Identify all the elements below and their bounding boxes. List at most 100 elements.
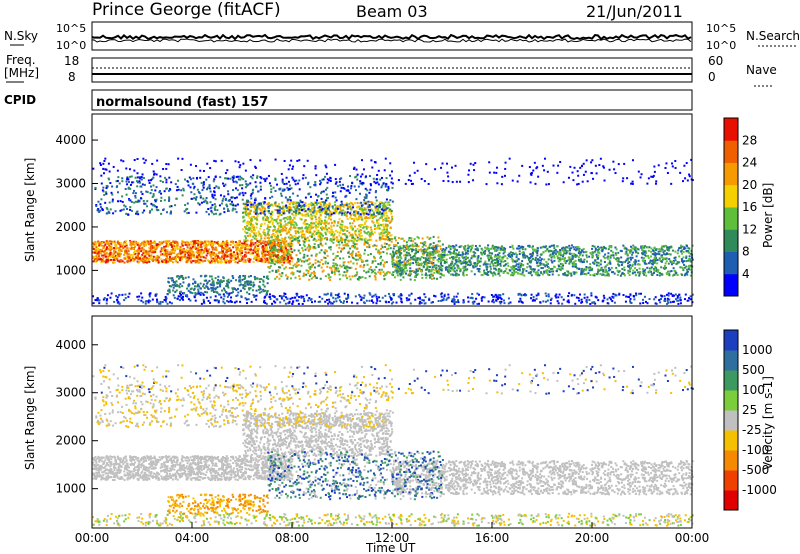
power-cell xyxy=(253,250,256,253)
power-cell xyxy=(445,246,448,249)
power-cell xyxy=(137,249,140,252)
power-cell xyxy=(146,250,149,253)
power-cell xyxy=(249,182,252,185)
power-cell xyxy=(452,245,455,248)
power-cell xyxy=(543,271,546,274)
power-cell xyxy=(170,249,173,252)
power-cell xyxy=(629,250,632,253)
power-cell xyxy=(313,234,316,237)
power-cell xyxy=(234,187,237,190)
power-cell xyxy=(199,195,202,198)
power-cell xyxy=(661,245,664,248)
power-cell xyxy=(288,250,291,253)
power-cell xyxy=(563,247,566,250)
power-cell xyxy=(305,225,308,228)
power-cell xyxy=(303,223,306,226)
power-cell xyxy=(463,256,466,259)
power-cell xyxy=(323,228,326,231)
power-cell xyxy=(147,243,150,246)
power-cell xyxy=(334,191,337,194)
power-cell xyxy=(165,259,168,262)
power-cell xyxy=(642,252,645,255)
power-cell xyxy=(536,247,539,250)
power-cell xyxy=(182,241,185,244)
power-cell xyxy=(385,198,388,201)
power-cell xyxy=(578,259,581,262)
power-cell xyxy=(191,240,194,243)
power-cell xyxy=(168,240,171,243)
power-cell xyxy=(501,246,504,249)
power-cell xyxy=(531,257,534,260)
power-cell xyxy=(626,259,629,262)
power-cell xyxy=(250,215,253,218)
power-cell xyxy=(106,258,109,261)
power-cell xyxy=(446,253,449,256)
power-cell xyxy=(209,253,212,256)
power-cell xyxy=(100,248,103,251)
power-cell xyxy=(558,250,561,253)
power-cell xyxy=(685,256,688,259)
power-cell xyxy=(604,271,607,274)
power-cell xyxy=(232,175,235,178)
power-cell xyxy=(664,253,667,256)
power-cell xyxy=(149,192,152,195)
power-cell xyxy=(184,243,187,246)
power-cell xyxy=(107,210,110,213)
power-cell xyxy=(192,256,195,259)
power-cell xyxy=(374,196,377,199)
power-cell xyxy=(380,208,383,211)
power-cell xyxy=(174,204,177,207)
power-cell xyxy=(244,192,247,195)
power-cell xyxy=(536,271,539,274)
power-cell xyxy=(176,255,179,258)
power-cell xyxy=(242,257,245,260)
power-cell xyxy=(189,246,192,249)
power-cell xyxy=(289,217,292,220)
power-cell xyxy=(640,246,643,249)
power-cell xyxy=(684,247,687,250)
power-cell xyxy=(529,272,532,275)
power-cell xyxy=(585,254,588,257)
power-cell xyxy=(477,255,480,258)
power-cell xyxy=(383,212,386,215)
power-cell xyxy=(182,187,185,190)
power-cell xyxy=(255,257,258,260)
power-cell xyxy=(502,252,505,255)
power-cell xyxy=(477,259,480,262)
power-cell xyxy=(271,241,274,244)
power-cell xyxy=(377,218,380,221)
power-cell xyxy=(215,248,218,251)
power-cell xyxy=(453,252,456,255)
power-cell xyxy=(94,259,97,262)
power-cell xyxy=(231,179,234,182)
power-cell xyxy=(408,245,411,248)
power-cell xyxy=(491,272,494,275)
power-cell xyxy=(345,194,348,197)
power-cell xyxy=(357,239,360,242)
power-cell xyxy=(213,190,216,193)
power-cell xyxy=(681,273,684,276)
power-cell xyxy=(259,188,262,191)
power-cell xyxy=(299,230,302,233)
power-cell xyxy=(620,250,623,253)
power-cell xyxy=(204,257,207,260)
power-cell xyxy=(609,262,612,265)
power-cell xyxy=(623,274,626,277)
power-cell xyxy=(286,186,289,189)
power-cell xyxy=(541,246,544,249)
power-cell xyxy=(232,254,235,257)
power-cell xyxy=(283,238,286,241)
power-cell xyxy=(191,250,194,253)
power-cell xyxy=(325,233,328,236)
power-cell xyxy=(278,202,281,205)
power-cell xyxy=(650,270,653,273)
power-cell xyxy=(286,200,289,203)
power-cell xyxy=(118,248,121,251)
power-cell xyxy=(248,223,251,226)
power-cell xyxy=(176,179,179,182)
power-cell xyxy=(174,241,177,244)
power-cell xyxy=(202,186,205,189)
power-cell xyxy=(356,219,359,222)
power-cell xyxy=(308,231,311,234)
power-cell xyxy=(208,185,211,188)
